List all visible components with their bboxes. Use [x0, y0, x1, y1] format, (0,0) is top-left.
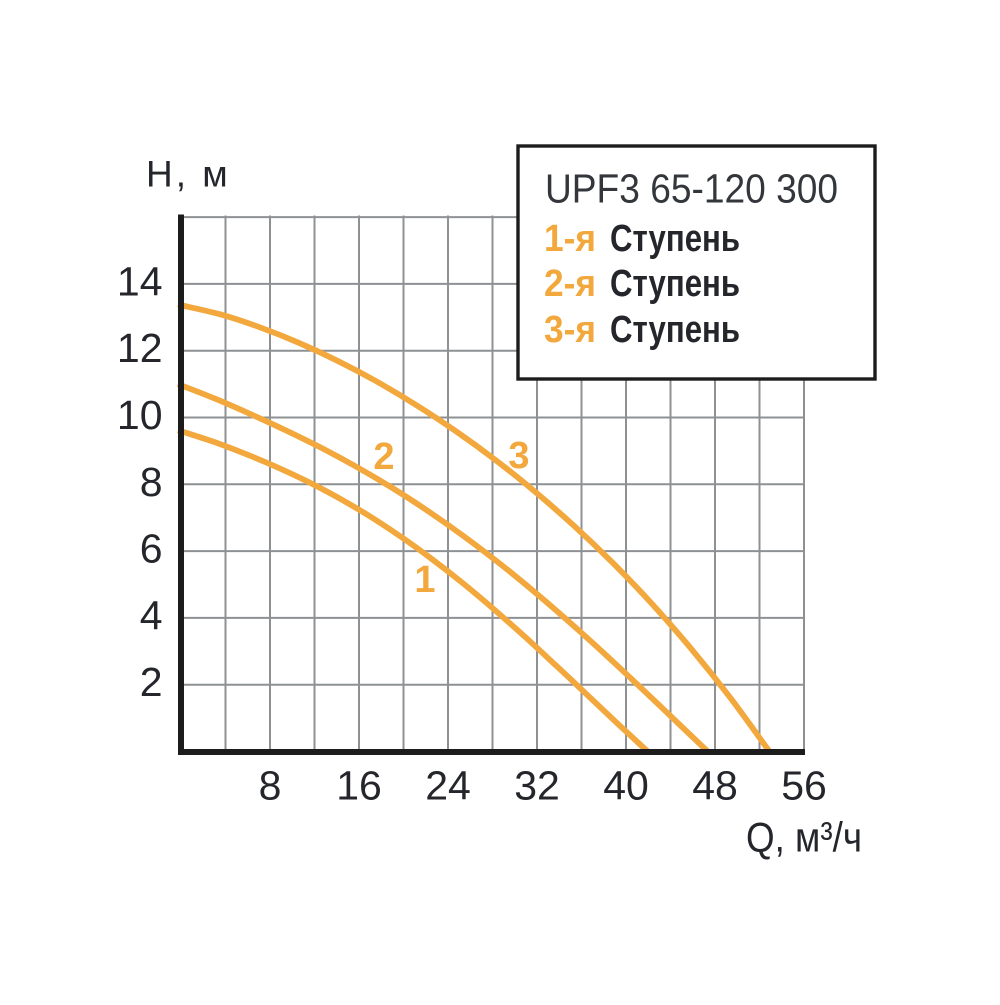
svg-text:2-я: 2-я	[544, 263, 596, 305]
svg-text:4: 4	[140, 592, 163, 638]
svg-text:2: 2	[373, 436, 394, 478]
svg-text:6: 6	[140, 526, 163, 572]
svg-text:Н, м: Н, м	[146, 153, 231, 194]
svg-text:3-я: 3-я	[544, 309, 596, 351]
svg-text:16: 16	[336, 762, 382, 808]
svg-text:14: 14	[117, 258, 163, 304]
svg-text:10: 10	[117, 392, 163, 438]
svg-text:Ступень: Ступень	[610, 218, 740, 260]
svg-text:Ступень: Ступень	[610, 309, 740, 351]
svg-text:56: 56	[781, 762, 827, 808]
svg-text:8: 8	[140, 459, 163, 505]
svg-text:Ступень: Ступень	[610, 263, 740, 305]
svg-text:1-я: 1-я	[544, 218, 596, 260]
svg-text:32: 32	[514, 762, 560, 808]
svg-text:1: 1	[414, 559, 435, 601]
svg-text:40: 40	[603, 762, 649, 808]
svg-text:Q, м³/ч: Q, м³/ч	[746, 814, 862, 861]
svg-text:24: 24	[425, 762, 471, 808]
svg-text:2: 2	[140, 659, 163, 705]
svg-text:48: 48	[692, 762, 738, 808]
svg-text:8: 8	[259, 762, 282, 808]
svg-text:3: 3	[508, 435, 529, 477]
svg-text:UPF3 65-120 300: UPF3 65-120 300	[545, 166, 838, 212]
svg-text:12: 12	[117, 325, 163, 371]
